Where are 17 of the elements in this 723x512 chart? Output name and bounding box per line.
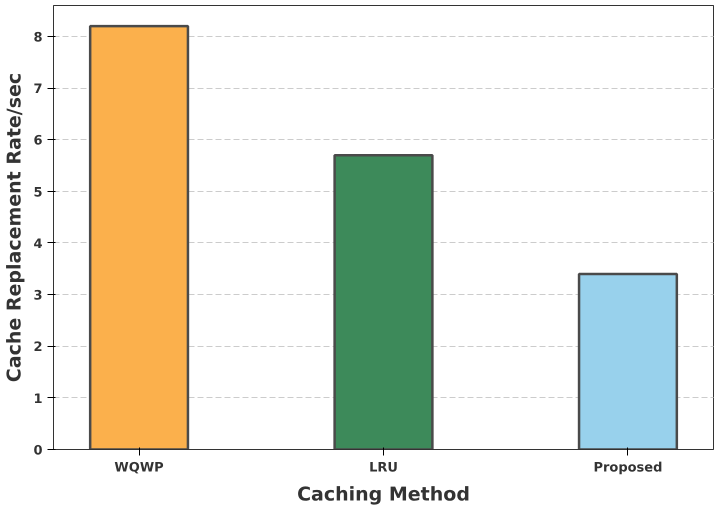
y-tick-label: 5 [33, 185, 42, 200]
x-tick-label: LRU [369, 460, 398, 476]
y-tick-label: 7 [33, 82, 42, 98]
bar [88, 24, 190, 450]
y-tick-label: 1 [33, 392, 42, 407]
x-tick-label: Proposed [593, 460, 662, 476]
x-tick-label: WQWP [114, 460, 164, 476]
y-tick-label: 8 [33, 30, 42, 46]
bar [578, 272, 678, 450]
y-tick-label: 3 [33, 288, 42, 304]
y-tick-label: 0 [33, 444, 42, 458]
y-tick-label: 4 [33, 236, 42, 252]
y-tick-label: 6 [33, 134, 42, 149]
y-axis-title: Cache Replacement Rate/sec [3, 72, 26, 382]
bar [333, 154, 434, 450]
y-tick-label: 2 [33, 340, 42, 356]
x-axis-title: Caching Method [297, 484, 470, 506]
